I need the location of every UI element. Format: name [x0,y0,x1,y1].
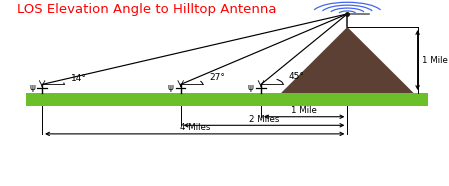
Text: 4 Miles: 4 Miles [180,123,210,132]
Text: ψ: ψ [29,83,35,92]
Text: ψ: ψ [167,83,173,92]
Text: 14°: 14° [71,74,87,83]
Text: 1 Mile: 1 Mile [291,106,317,115]
Text: 45°: 45° [288,72,304,81]
Bar [26,93,427,106]
Text: ψ: ψ [248,83,254,92]
Text: 1 Mile: 1 Mile [422,56,448,65]
Text: 27°: 27° [209,73,225,82]
Text: LOS Elevation Angle to Hilltop Antenna: LOS Elevation Angle to Hilltop Antenna [17,3,276,16]
Polygon shape [281,27,414,93]
Text: 2 Miles: 2 Miles [249,115,279,124]
